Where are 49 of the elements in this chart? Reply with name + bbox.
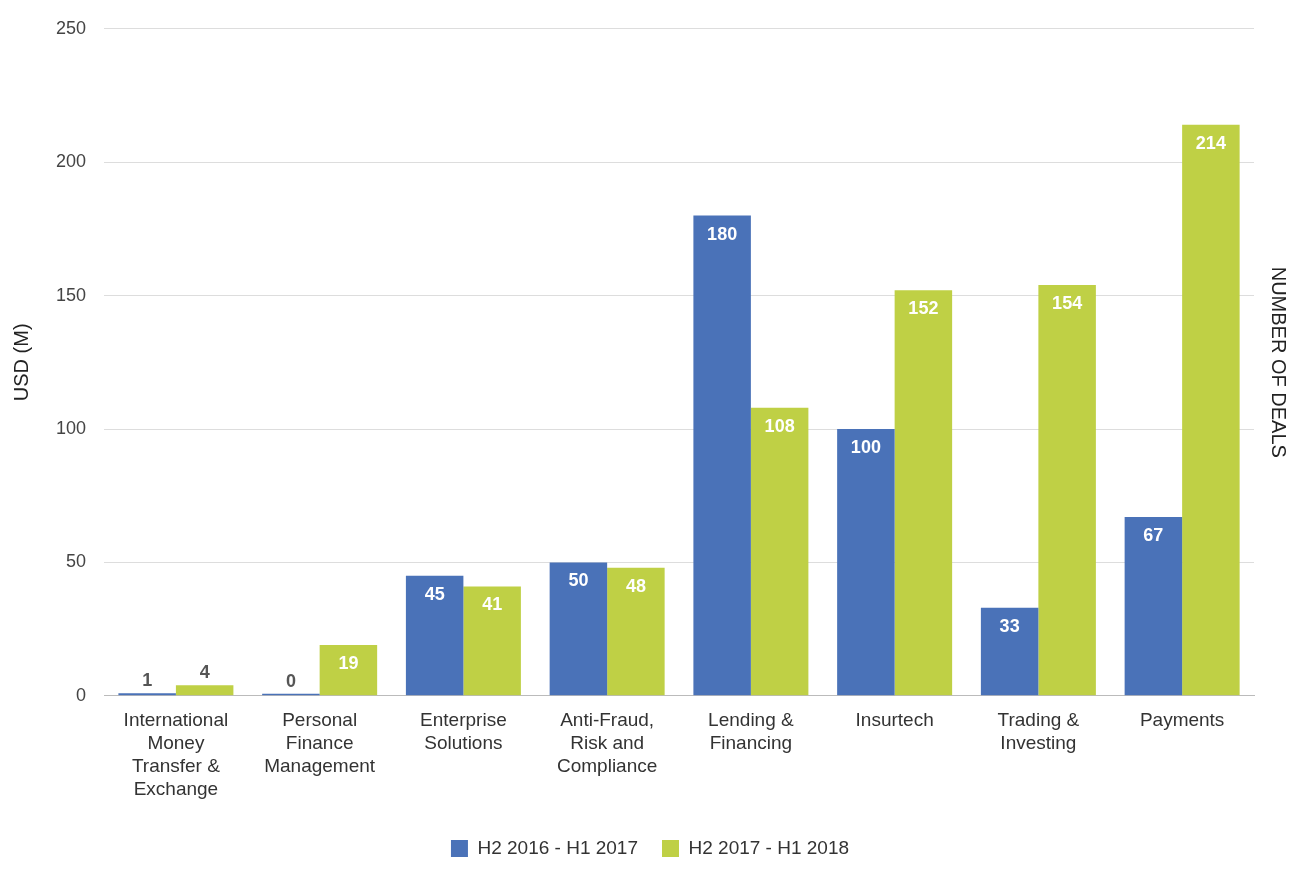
bar — [549, 562, 608, 696]
bar — [894, 290, 953, 696]
data-label: 41 — [482, 594, 503, 615]
x-tick-label: Trading & Investing — [997, 709, 1080, 754]
bar — [405, 575, 464, 696]
data-label: 33 — [999, 615, 1020, 636]
bar — [837, 429, 895, 696]
bar — [1182, 124, 1240, 696]
data-label: 67 — [1143, 525, 1164, 546]
y-tick-label: 250 — [55, 17, 87, 38]
x-tick-label: Personal Finance Management — [264, 709, 376, 777]
bar — [750, 407, 809, 696]
data-label: 180 — [707, 223, 738, 244]
data-label: 0 — [285, 670, 296, 691]
data-label: 45 — [424, 583, 445, 604]
bar — [118, 693, 176, 696]
x-tick-label: Insurtech — [855, 709, 934, 731]
x-tick-label: Payments — [1139, 709, 1225, 731]
bar — [980, 607, 1039, 696]
y-axis-title: USD (M) — [9, 323, 32, 402]
y2-axis-title: NUMBER OF DEALS — [1268, 266, 1291, 458]
bar — [1124, 517, 1183, 696]
data-label: 1 — [142, 670, 153, 691]
x-tick-label: International Money Transfer & Exchange — [123, 709, 229, 799]
y-tick-label: 150 — [55, 284, 87, 305]
data-label: 50 — [568, 570, 589, 591]
bar — [607, 567, 665, 696]
data-label: 108 — [764, 415, 795, 436]
x-tick-label: Anti-Fraud, Risk and Compliance — [556, 709, 658, 777]
data-label: 4 — [199, 662, 210, 683]
y-tick-label: 200 — [55, 151, 87, 172]
bar — [175, 685, 234, 696]
y-tick-label: 50 — [66, 551, 87, 572]
bar — [319, 645, 378, 696]
y-tick-label: 0 — [76, 684, 87, 705]
x-tick-label: Enterprise Solutions — [420, 709, 507, 754]
data-label: 214 — [1195, 132, 1226, 153]
bar — [463, 586, 521, 696]
data-label: 152 — [908, 298, 939, 319]
x-tick-label: Lending & Financing — [708, 709, 794, 754]
legend-label: H2 2017 - H1 2018 — [688, 836, 850, 858]
y-tick-label: 100 — [55, 417, 87, 438]
legend-label: H2 2016 - H1 2017 — [477, 836, 639, 858]
data-label: 48 — [625, 575, 646, 596]
bar — [693, 215, 751, 696]
bar — [1038, 284, 1096, 696]
data-label: 100 — [850, 436, 881, 457]
data-label: 19 — [338, 653, 359, 674]
data-label: 154 — [1052, 292, 1083, 313]
